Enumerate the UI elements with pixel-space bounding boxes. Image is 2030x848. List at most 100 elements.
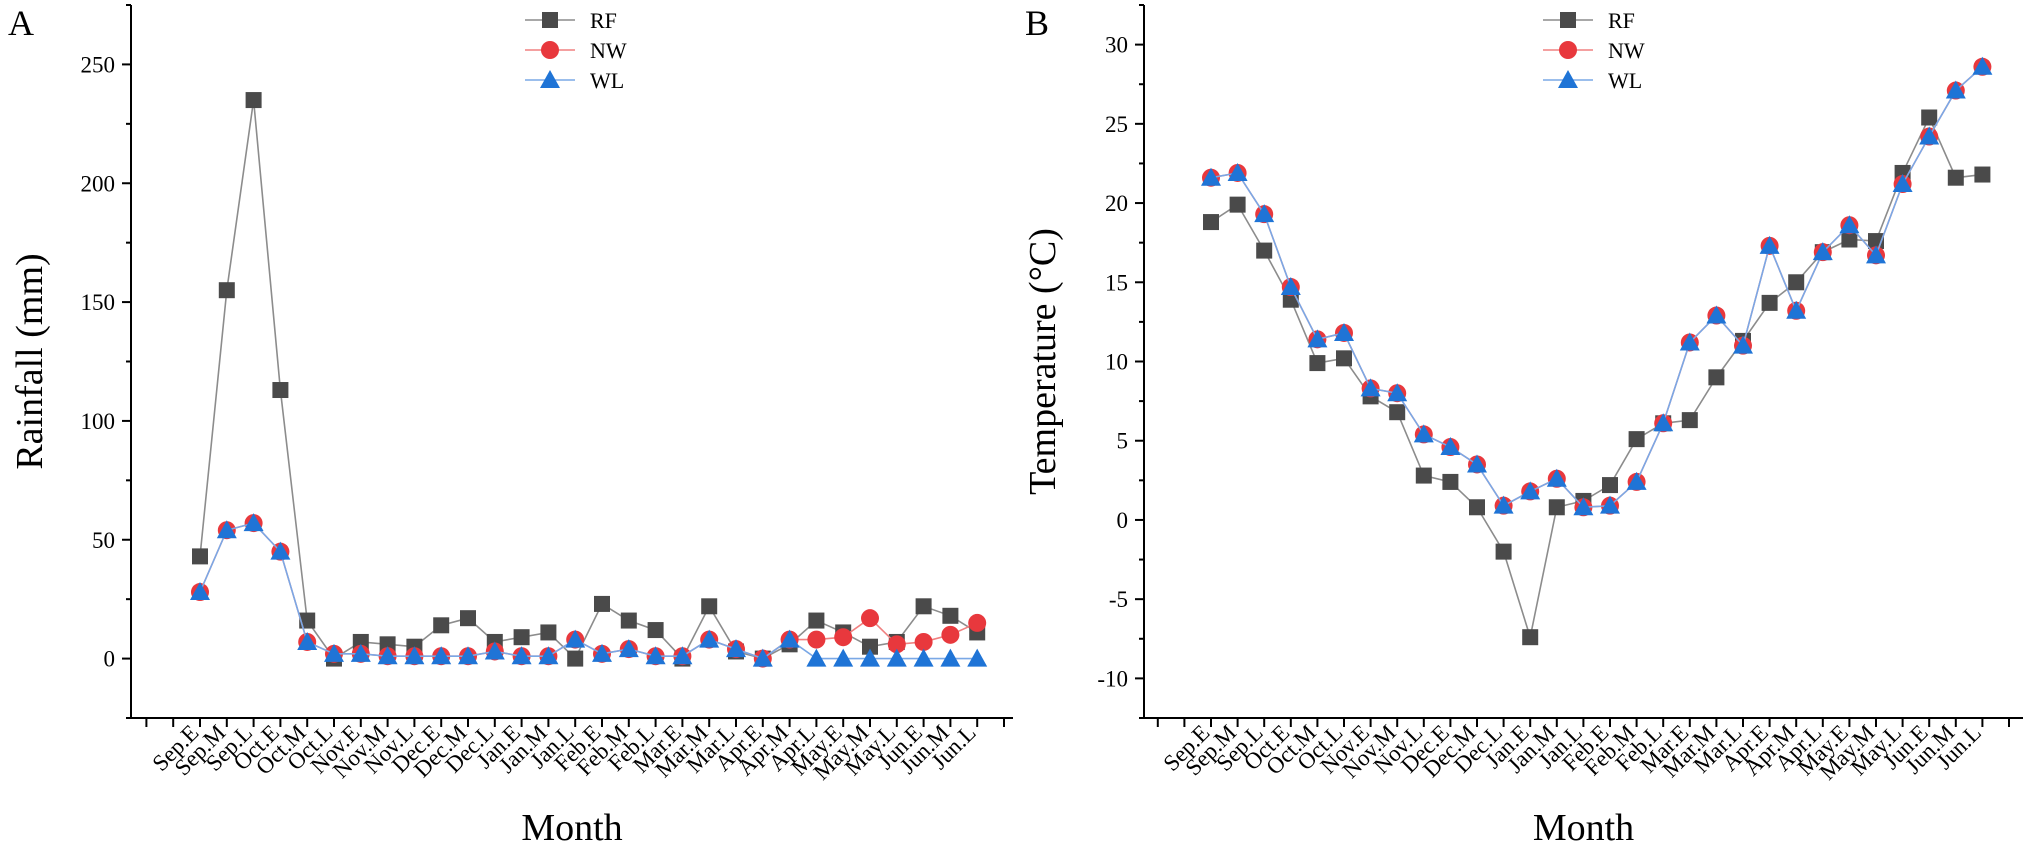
- panel-a-series-wl-point: [886, 648, 907, 667]
- panel-a-series-wl-point: [243, 513, 264, 532]
- panel-a-series-nw-point: [887, 635, 906, 654]
- panel-b-series-rf-line: [1210, 115, 1983, 638]
- panel-a-y-tick-label: 250: [81, 52, 116, 77]
- panel-b-x-axis-title: Month: [1533, 807, 1634, 848]
- panel-a-y-tick-label: 150: [81, 290, 116, 315]
- panel-a-series-wl-point: [592, 643, 612, 662]
- panel-b-series-wl-point: [1626, 471, 1647, 490]
- panel-b-series-rf-point: [1522, 629, 1539, 646]
- panel-b-series-wl-point: [1520, 481, 1541, 500]
- panel-a-series-nw-point: [968, 613, 987, 632]
- panel-a-series-rf-point: [862, 638, 878, 655]
- panel-b: -10-5051015202530Sep.ESep.MSep.LOct.EOct…: [1022, 3, 2023, 848]
- panel-a-label: A: [8, 3, 34, 43]
- panel-b-series-wl-point: [1919, 126, 1940, 145]
- panel-a-series-wl-point: [860, 648, 880, 667]
- panel-a-series-wl-point: [940, 648, 961, 667]
- panel-a-series-wl-point: [190, 582, 210, 601]
- panel-a-series-wl-point: [967, 648, 988, 667]
- panel-b-series-wl-point: [1546, 468, 1567, 487]
- panel-a-series-wl-point: [458, 646, 478, 665]
- panel-a-series-rf-point: [701, 598, 718, 615]
- panel-b-series-wl-point: [1280, 277, 1301, 296]
- panel-a-legend-label-nw: NW: [590, 38, 627, 63]
- panel-b-series-rf-point: [1442, 473, 1459, 490]
- panel-b-series-wl-point: [1440, 437, 1461, 456]
- panel-b-series-wl-point: [1254, 204, 1275, 223]
- panel-b-y-tick-label: 15: [1105, 270, 1128, 295]
- panel-a-legend-marker-nw: [541, 41, 559, 59]
- panel-a-series-rf-point: [567, 650, 584, 667]
- panel-b-series-rf-point: [1389, 404, 1406, 421]
- panel-b-series-wl-point: [1413, 424, 1434, 443]
- panel-a-legend-label-rf: RF: [590, 8, 617, 33]
- panel-b-series-rf-point: [1548, 499, 1565, 516]
- panel-b-series-wl: [1201, 56, 1993, 516]
- panel-b-series-rf-point: [1788, 274, 1805, 291]
- panel-b-series-nw: [1202, 57, 1992, 517]
- panel-a-series-wl: [190, 513, 988, 667]
- panel-a-series-rf-point: [433, 617, 450, 634]
- panel-b-series-rf-point: [1203, 214, 1219, 231]
- panel-b-series-wl-point: [1866, 245, 1886, 264]
- panel-b-series-rf-point: [1256, 242, 1273, 259]
- panel-b-legend-label-rf: RF: [1608, 8, 1635, 33]
- panel-b-series-wl-point: [1759, 235, 1780, 254]
- panel-b-series-wl-point: [1706, 305, 1727, 324]
- panel-b-legend-label-wl: WL: [1608, 68, 1642, 93]
- panel-b-series-wl-point: [1786, 300, 1807, 319]
- panel-b-series-wl-point: [1600, 495, 1620, 514]
- panel-b-series-wl-point: [1679, 332, 1700, 351]
- panel-b-series-wl-point: [1360, 378, 1381, 397]
- panel-a-series-rf-point: [808, 612, 825, 629]
- panel-a-y-tick-label: 50: [92, 528, 115, 553]
- panel-b-series-wl-point: [1839, 215, 1860, 234]
- panel-b-series-wl-point: [1733, 335, 1753, 354]
- panel-a-x-axis-title: Month: [521, 807, 622, 848]
- panel-a-legend-label-wl: WL: [590, 68, 624, 93]
- panel-a-series-wl-point: [565, 629, 586, 648]
- panel-a-series-wl-point: [538, 646, 559, 665]
- panel-a-series-rf-point: [245, 92, 262, 109]
- panel-a-series-wl-point: [752, 648, 773, 667]
- panel-a-series-nw-point: [834, 628, 853, 647]
- panel-b-series-rf-point: [1309, 355, 1326, 372]
- panel-a-series-rf-point: [647, 622, 664, 639]
- panel-a-series-rf-point: [594, 595, 610, 612]
- panel-a-legend: RF NW WL: [525, 8, 627, 93]
- panel-b-legend-label-nw: NW: [1608, 38, 1645, 63]
- panel-b-y-tick-label: 30: [1105, 33, 1128, 58]
- panel-a-series-wl-point: [270, 541, 291, 560]
- panel-a-series-wl-point: [377, 646, 398, 665]
- panel-b-y-tick-label: 0: [1117, 508, 1129, 533]
- panel-b-legend: RF NW WL: [1543, 8, 1645, 93]
- panel-a-series-wl-point: [833, 648, 854, 667]
- panel-a-series-wl-point: [324, 643, 344, 662]
- panel-a-series-nw-point: [807, 630, 826, 649]
- panel-b-series-rf-point: [1681, 412, 1698, 429]
- panel-b-series-wl-point: [1493, 495, 1514, 514]
- panel-b-legend-marker-wl: [1558, 70, 1578, 88]
- panel-b-label: B: [1025, 3, 1049, 43]
- panel-a: 050100150200250Sep.ESep.MSep.LOct.EOct.M…: [8, 3, 1013, 848]
- panel-b-series-wl-point: [1972, 56, 1993, 75]
- panel-a-series-rf-point: [272, 382, 289, 399]
- panel-b-series-rf-point: [1628, 431, 1645, 448]
- panel-b-series-rf-point: [1947, 169, 1964, 186]
- panel-b-series-wl-point: [1812, 242, 1833, 261]
- panel-a-series-wl-point: [726, 639, 746, 658]
- panel-a-series-wl-point: [618, 639, 639, 658]
- panel-b-series-rf-point: [1469, 499, 1485, 516]
- panel-b-y-tick-label: 10: [1105, 350, 1128, 375]
- panel-b-series-rf-point: [1336, 350, 1352, 367]
- panel-b-series-rf-point: [1495, 543, 1512, 560]
- panel-b-y-axis-title: Temperature (°C): [1022, 228, 1064, 495]
- panel-a-series-rf-point: [513, 629, 530, 646]
- panel-a-y-tick-label: 100: [81, 409, 116, 434]
- panel-b-legend-marker-nw: [1559, 41, 1577, 59]
- panel-a-series-rf-line: [199, 99, 978, 660]
- panel-b-series-rf-point: [1841, 231, 1858, 248]
- panel-a-series-rf-point: [620, 612, 637, 629]
- panel-b-y-tick-label: 5: [1117, 429, 1129, 454]
- panel-b-y-tick-label: -5: [1109, 587, 1128, 612]
